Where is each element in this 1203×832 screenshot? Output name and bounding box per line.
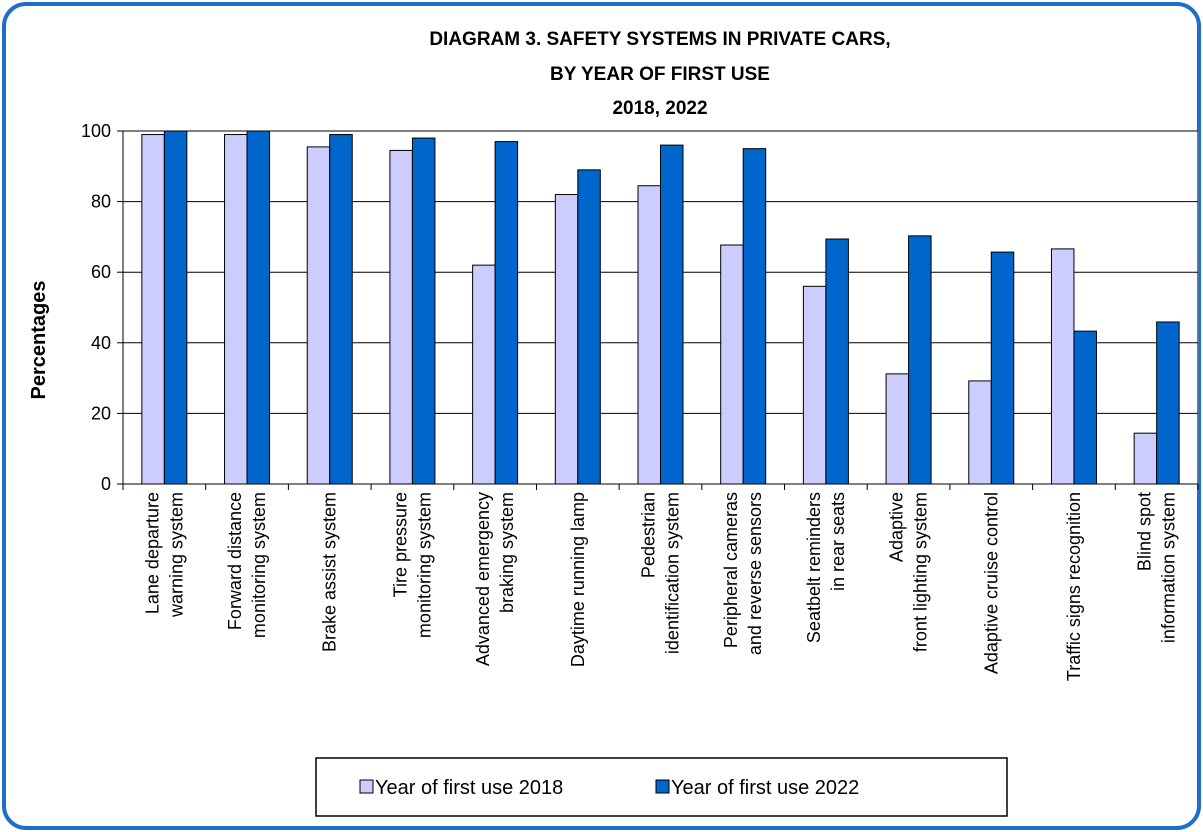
bar [1050, 248, 1075, 485]
x-tick-label: Lane departure [142, 492, 162, 614]
bar [908, 235, 932, 485]
bar [472, 264, 496, 485]
bar [720, 244, 744, 485]
x-tick-label: Brake assist system [320, 492, 340, 652]
x-tick-label: identification system [663, 492, 683, 654]
legend-swatch [655, 779, 670, 794]
y-tick-label: 60 [91, 262, 111, 282]
bar [885, 373, 910, 485]
y-tick-label: 100 [81, 121, 111, 141]
bar [329, 134, 353, 485]
bar [554, 194, 579, 485]
bar [1073, 330, 1097, 485]
y-axis-title: Percentages [28, 281, 50, 400]
bar [968, 380, 992, 485]
bar [163, 130, 188, 485]
y-tick-label: 40 [91, 333, 111, 353]
legend-swatch [359, 779, 374, 794]
bar [577, 169, 601, 485]
bar [306, 146, 331, 485]
bar [141, 134, 165, 485]
bar [825, 238, 849, 485]
bar [389, 149, 413, 485]
x-tick-label: and reverse sensors [745, 492, 765, 655]
chart-title: DIAGRAM 3. SAFETY SYSTEMS IN PRIVATE CAR… [429, 29, 890, 50]
x-tick-label: Daytime running lamp [568, 492, 588, 667]
bar [660, 144, 684, 485]
chart-title: BY YEAR OF FIRST USE [550, 64, 770, 85]
x-tick-label: monitoring system [414, 492, 434, 638]
x-tick-label: Adaptive cruise control [981, 492, 1001, 674]
x-tick-label: Pedestrian [639, 492, 659, 578]
bar [742, 148, 767, 485]
x-tick-label: braking system [497, 492, 517, 613]
y-tick-label: 0 [101, 474, 111, 494]
legend-label: Year of first use 2022 [671, 777, 859, 799]
x-tick-label: warning system [166, 492, 186, 618]
x-tick-label: information system [1159, 492, 1179, 643]
x-tick-label: in rear seats [828, 492, 848, 591]
x-tick-label: Adaptive [887, 492, 907, 562]
x-tick-label: Peripheral cameras [721, 492, 741, 648]
bar [246, 130, 271, 485]
bar [494, 141, 519, 485]
y-tick-label: 20 [91, 403, 111, 423]
x-tick-label: Advanced emergency [473, 492, 493, 666]
x-tick-label: front lighting system [911, 492, 931, 652]
bar [411, 137, 436, 485]
y-tick-label: 80 [91, 192, 111, 212]
bar [637, 185, 661, 485]
bar [224, 134, 248, 485]
x-tick-label: monitoring system [249, 492, 269, 638]
bar [802, 285, 827, 485]
bar [1156, 321, 1180, 485]
x-tick-label: Forward distance [225, 492, 245, 630]
bar [990, 251, 1015, 485]
bar [1133, 432, 1158, 485]
x-tick-label: Seatbelt reminders [804, 492, 824, 643]
x-tick-label: Tire pressure [390, 492, 410, 597]
x-tick-label: Blind spot [1135, 492, 1155, 571]
x-tick-label: Traffic signs recognition [1064, 492, 1084, 681]
chart-title: 2018, 2022 [612, 98, 707, 119]
legend-label: Year of first use 2018 [375, 777, 563, 799]
